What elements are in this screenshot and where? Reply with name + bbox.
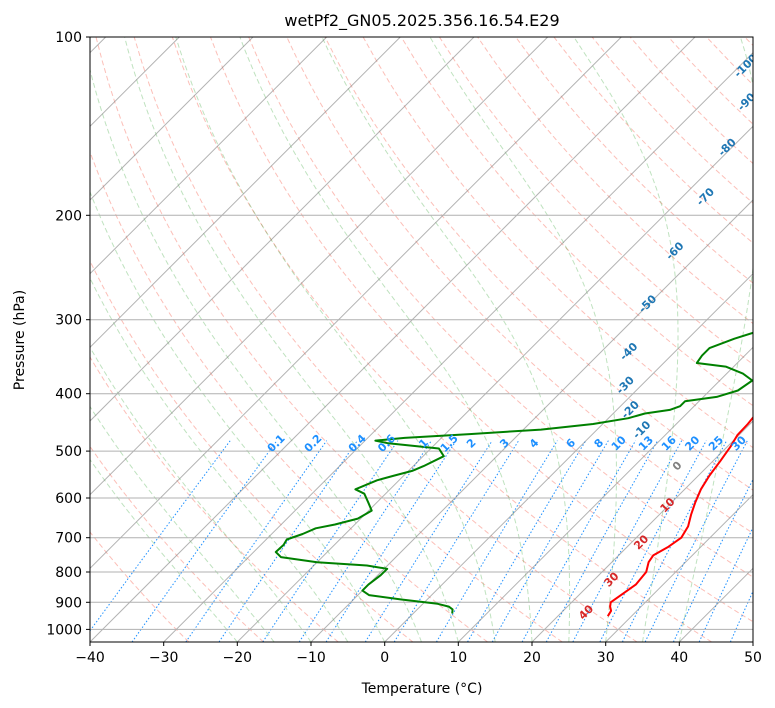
mixing-ratio-line [185, 440, 328, 642]
x-tick-label: −10 [296, 650, 326, 666]
isotherm-line [90, 37, 254, 201]
moist-adiabat-line [239, 37, 533, 642]
mixing-ratio-line [572, 440, 683, 642]
y-axis-label: Pressure (hPa) [12, 290, 28, 390]
x-tick-label: −40 [75, 650, 105, 666]
profile-series [274, 331, 753, 617]
isotherm-line [90, 37, 475, 422]
x-tick-label: 40 [670, 650, 688, 666]
x-tick-label: 10 [449, 650, 467, 666]
moist-adiabat-line [573, 37, 679, 642]
dry-adiabat-line [324, 37, 753, 491]
x-axis-ticks: −40 −30 −20 −10 0 10 20 30 40 50 [75, 642, 762, 666]
y-tick-label: 1000 [46, 622, 82, 638]
dry-adiabat-line [90, 531, 190, 642]
dry-adiabat-line [90, 445, 264, 642]
y-axis-ticks: 100 200 300 400 500 600 700 800 900 1000 [46, 30, 90, 638]
dry-adiabat-line [515, 37, 753, 284]
dry-adiabat-line [210, 37, 753, 623]
isotherm-line [90, 37, 328, 275]
chart-title: wetPf2_GN05.2025.356.16.54.E29 [284, 11, 559, 31]
dry-adiabat-line [248, 37, 753, 578]
mixing-ratio-line [491, 440, 609, 642]
moist-adiabat-line [678, 37, 753, 642]
plot-area: -100-90-80-70-60-50-40-30-20-10010203040… [90, 37, 770, 642]
isotherm-line [90, 37, 401, 349]
y-tick-label: 400 [55, 387, 82, 403]
x-tick-label: −20 [223, 650, 253, 666]
moist-adiabat-line [90, 458, 238, 642]
dry-adiabat-line [400, 37, 753, 407]
dry-adiabat-line [133, 37, 638, 642]
y-tick-label: 500 [55, 444, 82, 460]
dry-adiabat-line [438, 37, 753, 366]
moist-adiabat-line [124, 37, 459, 642]
plot-frame [89, 36, 754, 643]
mixing-ratio-line [262, 440, 399, 642]
y-tick-label: 100 [55, 30, 82, 46]
dry-adiabat-line [171, 37, 712, 642]
isotherm-line [90, 37, 622, 570]
isotherm-line [457, 346, 753, 642]
dry-adiabat-line [95, 37, 563, 642]
mixing-ratio-line [672, 478, 753, 642]
x-tick-label: 50 [744, 650, 762, 666]
mixing-ratio-line [218, 440, 358, 642]
moist-adiabat-line [90, 190, 386, 642]
isobar-gridlines [90, 37, 753, 630]
y-tick-label: 900 [55, 595, 82, 611]
y-tick-label: 800 [55, 565, 82, 581]
isotherm-line [163, 51, 753, 642]
x-tick-label: −30 [149, 650, 179, 666]
isotherm-lines [90, 37, 753, 642]
x-axis-label: Temperature (°C) [361, 681, 483, 697]
x-tick-label: 20 [523, 650, 541, 666]
y-tick-label: 600 [55, 491, 82, 507]
dewpoint-profile-line [274, 331, 753, 614]
x-tick-label: 30 [597, 650, 615, 666]
moist-adiabat-line [175, 37, 496, 642]
isotherm-line [90, 37, 696, 642]
mixing-ratio-line [599, 440, 707, 642]
dry-adiabat-line [90, 150, 488, 642]
mixing-ratio-line [621, 440, 728, 642]
isotherm-line [384, 272, 753, 642]
dry-adiabat-line [90, 356, 339, 642]
x-tick-label: 0 [380, 650, 389, 666]
temperature-profile-line [606, 416, 753, 617]
isotherm-line [90, 37, 549, 496]
isotherm-line [531, 420, 753, 642]
moist-adiabats [90, 37, 753, 642]
mixing-ratio-line [325, 440, 457, 642]
isotherm-line [605, 493, 753, 642]
moist-adiabat-line [90, 277, 349, 642]
mixing-ratio-line [435, 440, 558, 642]
moist-adiabat-line [90, 405, 275, 642]
y-tick-label: 700 [55, 531, 82, 547]
moist-adiabat-line [321, 37, 571, 642]
isotherm-line [310, 199, 753, 642]
mixing-ratio-line [364, 440, 493, 642]
line-value-label: 36 [750, 433, 770, 453]
y-tick-label: 300 [55, 313, 82, 329]
moist-adiabat-line [90, 67, 422, 642]
moist-adiabat-line [429, 37, 617, 642]
mixing-ratio-line [298, 440, 432, 642]
isotherm-line [236, 125, 753, 642]
y-tick-label: 200 [55, 208, 82, 224]
mixing-ratio-line [467, 440, 587, 642]
